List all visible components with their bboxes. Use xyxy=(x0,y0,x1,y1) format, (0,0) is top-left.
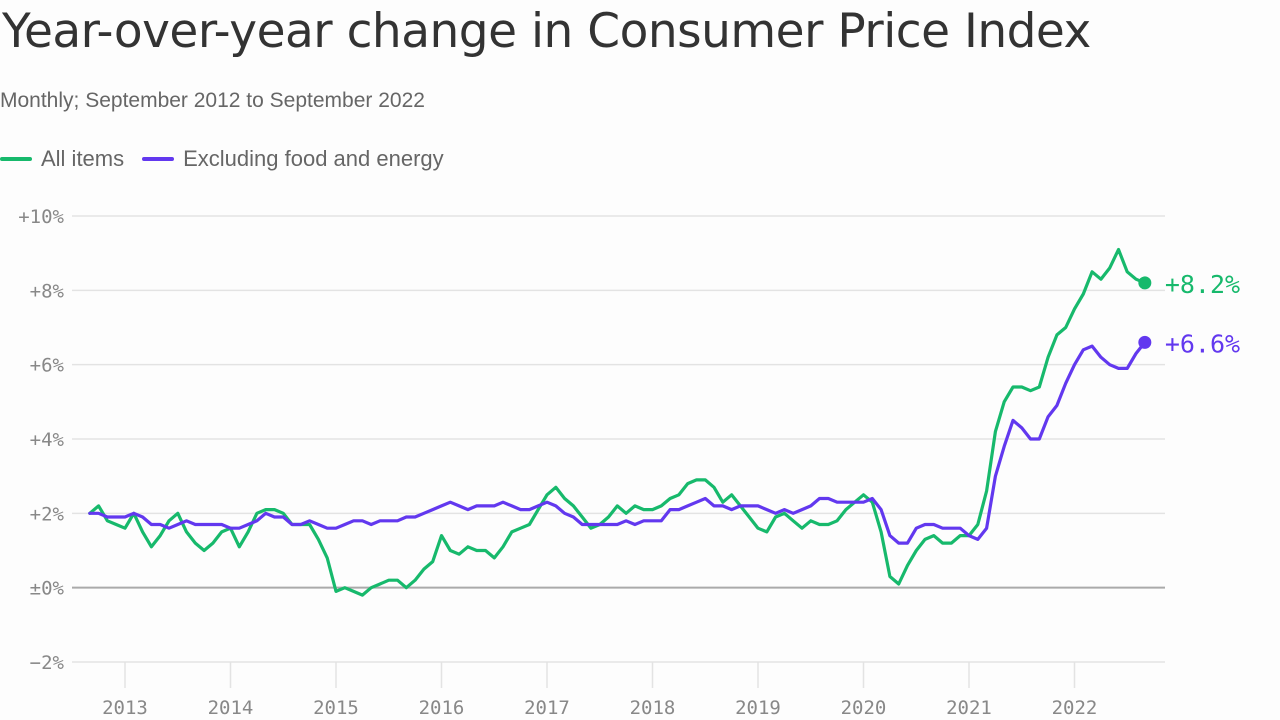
legend: All items Excluding food and energy xyxy=(0,146,462,172)
end-label-core: +6.6% xyxy=(1165,329,1240,358)
y-tick-label: +2% xyxy=(30,503,65,525)
legend-label-all-items: All items xyxy=(41,146,125,171)
x-tick-label: 2017 xyxy=(524,697,570,719)
end-point-core xyxy=(1138,335,1152,349)
chart-title: Year-over-year change in Consumer Price … xyxy=(2,4,1091,59)
x-tick-label: 2013 xyxy=(102,697,148,719)
series-line-all-items xyxy=(88,247,1147,597)
x-tick-label: 2018 xyxy=(630,697,676,719)
legend-swatch-all-items xyxy=(0,157,32,161)
x-tick-label: 2016 xyxy=(419,697,465,719)
series-line-core xyxy=(88,340,1147,545)
chart-subtitle: Monthly; September 2012 to September 202… xyxy=(0,89,425,112)
end-label-all-items: +8.2% xyxy=(1165,270,1240,299)
x-tick-label: 2022 xyxy=(1052,697,1098,719)
y-tick-label: ±0% xyxy=(30,578,65,600)
y-tick-label: +10% xyxy=(18,206,64,228)
legend-item-core: Excluding food and energy xyxy=(142,146,444,172)
x-tick-label: 2014 xyxy=(208,697,254,719)
legend-item-all-items: All items xyxy=(0,146,124,172)
x-tick-label: 2019 xyxy=(735,697,781,719)
y-tick-label: −2% xyxy=(30,652,65,674)
x-tick-label: 2015 xyxy=(313,697,359,719)
y-tick-label: +8% xyxy=(30,280,65,302)
legend-label-core: Excluding food and energy xyxy=(183,146,444,171)
end-point-all-items xyxy=(1138,276,1152,290)
y-tick-label: +6% xyxy=(30,355,65,377)
x-tick-label: 2020 xyxy=(841,697,887,719)
legend-swatch-core xyxy=(142,157,175,161)
x-tick-label: 2021 xyxy=(946,697,992,719)
y-tick-label: +4% xyxy=(30,429,65,451)
